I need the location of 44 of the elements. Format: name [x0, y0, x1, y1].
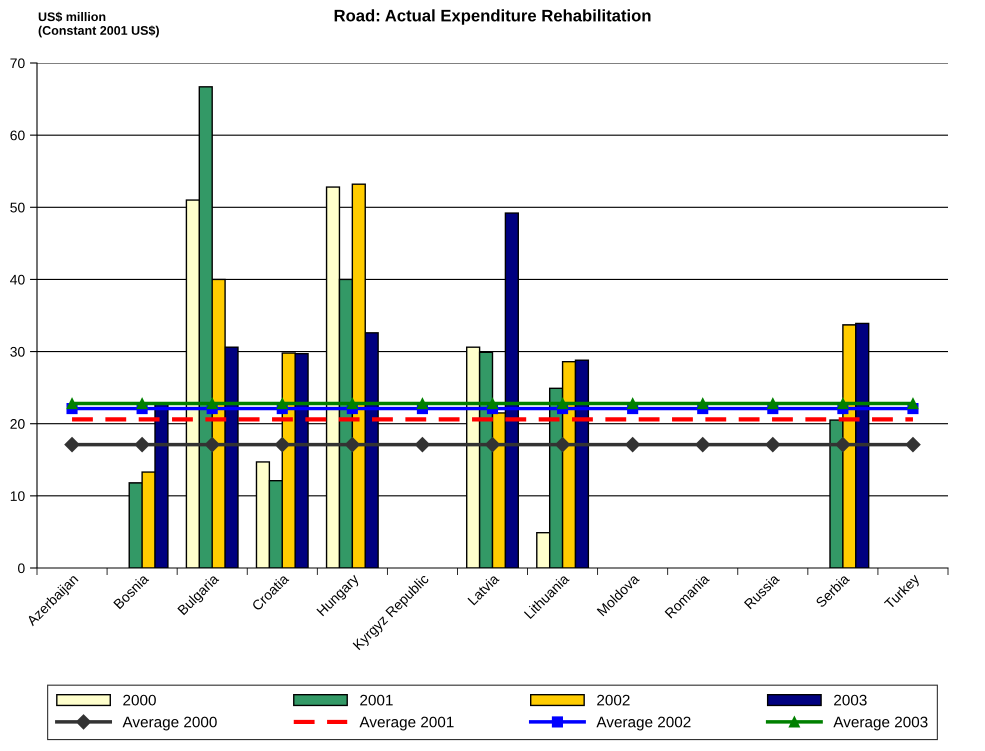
legend-label: 2001: [360, 694, 393, 706]
point: [204, 437, 220, 452]
point: [64, 437, 80, 452]
point: [206, 398, 218, 410]
point: [414, 437, 430, 452]
point: [627, 398, 638, 410]
point: [625, 437, 640, 452]
point: [767, 398, 778, 410]
point: [276, 398, 288, 410]
point: [765, 437, 780, 452]
point: [346, 398, 358, 410]
point: [344, 437, 360, 452]
point: [136, 398, 148, 410]
legend-label: 2000: [123, 694, 156, 706]
point: [907, 398, 919, 410]
point: [835, 437, 850, 452]
point: [555, 437, 570, 452]
y-tick-label: 30: [10, 346, 25, 357]
point: [697, 398, 708, 410]
point: [695, 437, 710, 452]
y-tick-label: 0: [18, 563, 25, 574]
y-axis-title: US$ million (Constant 2001 US$): [38, 12, 159, 38]
legend-label: Average 2002: [596, 716, 690, 730]
point: [837, 398, 848, 410]
y-tick-label: 20: [10, 419, 25, 429]
point: [905, 437, 921, 452]
legend-label: Average 2000: [122, 716, 217, 730]
legend-label: 2002: [597, 694, 630, 706]
y-tick-label: 40: [10, 274, 25, 285]
legend-label: Average 2001: [359, 716, 454, 730]
point: [274, 437, 290, 452]
point: [557, 398, 568, 410]
legend-label: 2003: [834, 694, 867, 706]
chart-title: Road: Actual Expenditure Rehabilitation: [334, 9, 650, 25]
point: [66, 398, 78, 410]
point: [134, 437, 150, 452]
legend-label: Average 2003: [833, 716, 928, 730]
y-tick-label: 10: [10, 491, 25, 502]
point: [484, 437, 500, 452]
y-tick-label: 50: [10, 202, 25, 212]
y-tick-label: 70: [10, 58, 25, 68]
y-tick-label: 60: [10, 130, 25, 140]
point: [486, 398, 498, 410]
point: [416, 398, 428, 410]
